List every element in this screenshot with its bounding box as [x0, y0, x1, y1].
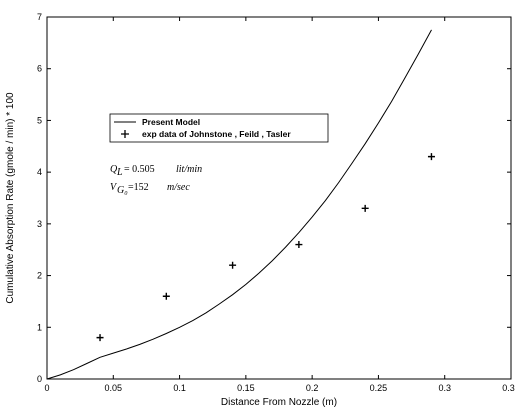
- annotation-vg-subscript: G₀: [117, 185, 128, 196]
- annotation-ql: Q L = 0.505 lit/min: [110, 164, 202, 178]
- series-line-present-model: [46, 29, 432, 380]
- data-point-exp: [295, 241, 303, 249]
- x-tick-label: 0.1: [173, 383, 186, 393]
- y-tick-label: 5: [37, 115, 42, 125]
- x-tick-label: 0.2: [306, 383, 319, 393]
- axis-ticks: 0 0.05 0.1 0.15 0.2 0.25 0.3 0.35 0 1 2 3 4 5 6 7: [37, 12, 515, 393]
- x-tick-label: 0.15: [237, 383, 255, 393]
- annotation-vg-value: =152: [128, 182, 149, 193]
- data-point-exp: [162, 292, 170, 300]
- x-tick-label: 0.35: [502, 383, 515, 393]
- annotation-ql-subscript: L: [116, 167, 123, 178]
- y-tick-label: 7: [37, 12, 42, 22]
- x-tick-label: 0.05: [105, 383, 123, 393]
- y-axis-label: Cumulative Absorption Rate (gmole / min)…: [5, 92, 16, 304]
- data-point-exp: [229, 261, 237, 269]
- y-tick-label: 0: [37, 374, 42, 384]
- y-tick-label: 4: [37, 167, 42, 177]
- legend-box: [109, 113, 329, 143]
- y-tick-label: 1: [37, 322, 42, 332]
- data-point-exp: [427, 153, 435, 161]
- y-tick-label: 2: [37, 271, 42, 281]
- legend-entry-model: Present Model: [142, 117, 200, 127]
- annotation-vg: V G₀ =152 m/sec: [110, 182, 190, 196]
- series-layer: [46, 29, 435, 380]
- x-tick-label: 0: [44, 383, 49, 393]
- y-tick-label: 3: [37, 219, 42, 229]
- x-tick-label: 0.25: [370, 383, 388, 393]
- plot-frame: [46, 16, 512, 380]
- annotation-ql-unit: lit/min: [176, 164, 202, 175]
- legend-plus-marker: [121, 130, 129, 138]
- annotation-vg-unit: m/sec: [167, 182, 190, 193]
- y-tick-label: 6: [37, 64, 42, 74]
- data-point-exp: [361, 204, 369, 212]
- annotation-ql-symbol: Q: [110, 164, 118, 175]
- x-tick-label: 0.3: [438, 383, 451, 393]
- legend-entry-exp: exp data of Johnstone , Feild , Tasler: [142, 129, 291, 139]
- x-axis-label: Distance From Nozzle (m): [221, 397, 337, 408]
- annotation-vg-symbol: V: [110, 182, 118, 193]
- data-point-exp: [96, 334, 104, 342]
- legend: Present Model exp data of Johnstone , Fe…: [109, 113, 329, 143]
- annotation-ql-value: = 0.505: [124, 164, 155, 175]
